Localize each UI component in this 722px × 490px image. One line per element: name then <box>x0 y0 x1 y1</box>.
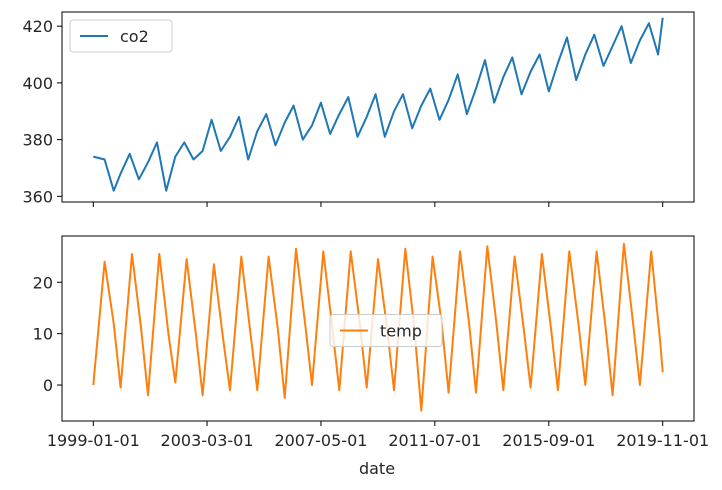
co2-panel: 360 380 400 420 co2 <box>22 11 695 207</box>
legend: temp <box>329 314 443 347</box>
legend-box <box>69 19 173 53</box>
series-line-co2 <box>93 17 664 192</box>
y-tick-label: 380 <box>22 131 53 150</box>
legend-box <box>329 314 443 347</box>
series-line-temp <box>92 242 664 412</box>
y-tick-label: 400 <box>22 74 53 93</box>
y-tick-label: 10 <box>33 325 53 344</box>
x-tick-label: 2007-05-01 <box>274 431 367 450</box>
x-tick-label: 2003-03-01 <box>161 431 254 450</box>
y-tick-label: 0 <box>43 376 53 395</box>
y-tick-label: 360 <box>22 187 53 206</box>
legend-label-co2: co2 <box>120 27 149 46</box>
temp-panel: 0 10 20 1999-01-01 2003-03-01 2007-05-01 2011-… <box>33 235 709 450</box>
plot-frame <box>61 235 695 422</box>
x-tick-label: 2015-09-01 <box>502 431 595 450</box>
x-tick-label: 2011-07-01 <box>388 431 481 450</box>
legend: co2 <box>69 19 173 53</box>
x-tick-label: 2019-11-01 <box>616 431 709 450</box>
plot-frame <box>61 11 695 203</box>
legend-label-temp: temp <box>380 322 422 341</box>
y-tick-label: 420 <box>22 17 53 36</box>
x-axis-label: date <box>359 459 395 478</box>
x-tick-label: 1999-01-01 <box>47 431 140 450</box>
y-tick-label: 20 <box>33 273 53 292</box>
